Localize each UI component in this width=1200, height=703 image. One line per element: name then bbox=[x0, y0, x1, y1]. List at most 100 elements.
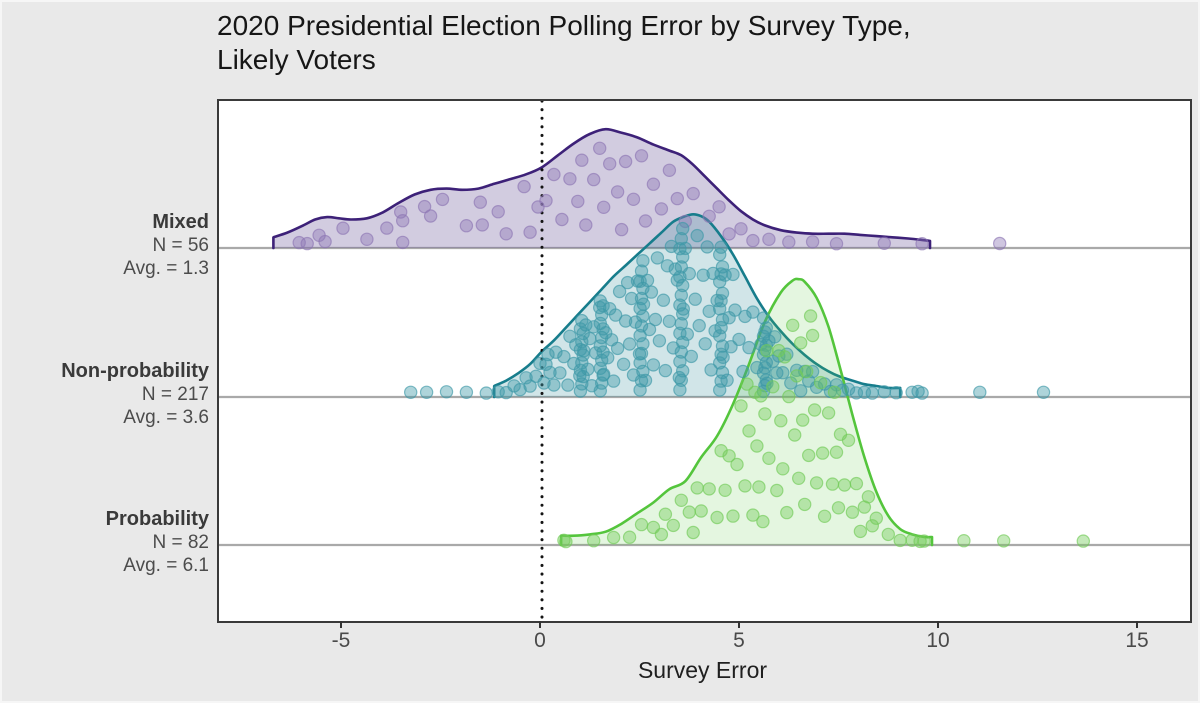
data-point bbox=[638, 214, 653, 228]
data-point bbox=[593, 141, 607, 156]
data-point bbox=[673, 354, 687, 369]
data-point bbox=[403, 385, 418, 399]
data-point bbox=[673, 326, 687, 340]
data-point bbox=[698, 337, 712, 351]
data-point bbox=[682, 505, 696, 519]
data-point bbox=[597, 200, 611, 215]
data-point bbox=[652, 334, 667, 348]
data-point bbox=[715, 339, 730, 353]
density-plot-svg bbox=[219, 101, 1190, 621]
data-point bbox=[618, 154, 633, 169]
data-point bbox=[766, 380, 780, 394]
data-point bbox=[726, 267, 740, 282]
data-point bbox=[459, 218, 474, 233]
data-point bbox=[710, 510, 724, 525]
data-point bbox=[633, 274, 647, 288]
data-point bbox=[650, 251, 665, 265]
data-point bbox=[642, 322, 657, 337]
data-point bbox=[676, 221, 690, 236]
data-point bbox=[877, 236, 892, 250]
data-point bbox=[831, 501, 846, 515]
data-point bbox=[754, 389, 768, 403]
data-point bbox=[519, 371, 533, 385]
data-point bbox=[636, 281, 650, 296]
data-point bbox=[997, 534, 1011, 548]
data-point bbox=[778, 350, 792, 364]
data-point bbox=[380, 221, 394, 235]
density-outline-non-probability bbox=[492, 213, 902, 399]
data-point bbox=[575, 313, 589, 328]
data-point bbox=[688, 292, 702, 306]
x-tick-mark bbox=[340, 621, 342, 628]
data-point bbox=[714, 347, 728, 361]
data-point bbox=[865, 386, 880, 400]
data-point bbox=[612, 284, 627, 299]
data-point bbox=[360, 232, 374, 246]
data-point bbox=[634, 319, 649, 333]
data-point bbox=[841, 382, 856, 396]
data-point bbox=[889, 386, 903, 400]
data-point bbox=[636, 253, 650, 268]
data-point bbox=[750, 439, 764, 453]
data-point bbox=[646, 177, 661, 191]
data-point bbox=[692, 318, 706, 333]
data-point bbox=[423, 209, 438, 223]
data-point bbox=[417, 199, 432, 214]
data-point bbox=[674, 345, 688, 359]
data-point bbox=[746, 305, 760, 319]
data-point bbox=[547, 167, 561, 182]
data-point bbox=[715, 312, 730, 327]
data-point bbox=[644, 285, 659, 299]
data-point bbox=[957, 534, 971, 548]
data-point bbox=[395, 235, 410, 250]
x-tick-label: -5 bbox=[331, 629, 351, 652]
data-point bbox=[714, 240, 728, 254]
data-point bbox=[678, 214, 692, 229]
density-outline-probability bbox=[559, 277, 934, 547]
data-point bbox=[798, 497, 812, 512]
data-point bbox=[760, 343, 774, 358]
density-outline-mixed bbox=[272, 127, 932, 250]
x-tick-label: 5 bbox=[733, 629, 745, 652]
data-point bbox=[439, 385, 454, 399]
data-point bbox=[796, 413, 810, 427]
data-point bbox=[756, 514, 770, 529]
data-point bbox=[738, 309, 752, 324]
data-point bbox=[571, 194, 585, 209]
group-n: N = 217 bbox=[141, 384, 209, 405]
x-tick-mark bbox=[539, 621, 541, 628]
data-point bbox=[636, 337, 650, 351]
data-point bbox=[579, 218, 593, 232]
data-point bbox=[829, 236, 844, 251]
data-point bbox=[634, 149, 649, 163]
data-point bbox=[658, 507, 673, 521]
data-point bbox=[587, 172, 601, 187]
data-point bbox=[539, 357, 553, 371]
data-point bbox=[782, 235, 796, 249]
data-point bbox=[738, 479, 752, 493]
data-point bbox=[561, 378, 575, 392]
x-tick-mark bbox=[1136, 621, 1138, 628]
data-point bbox=[849, 476, 864, 491]
data-point bbox=[722, 227, 736, 241]
data-point bbox=[865, 519, 880, 533]
data-point bbox=[815, 446, 830, 460]
data-point bbox=[543, 365, 557, 380]
data-point bbox=[728, 303, 742, 317]
data-point bbox=[673, 241, 687, 256]
data-point bbox=[622, 530, 637, 544]
data-point bbox=[608, 308, 623, 322]
data-point bbox=[557, 349, 571, 364]
data-point bbox=[756, 311, 771, 325]
data-point bbox=[626, 192, 641, 207]
data-point bbox=[633, 301, 647, 316]
data-point bbox=[636, 309, 650, 323]
data-point bbox=[664, 239, 679, 254]
data-point bbox=[559, 534, 573, 549]
data-point bbox=[1036, 385, 1051, 399]
data-point bbox=[853, 524, 868, 539]
group-avg: Avg. = 6.1 bbox=[123, 555, 209, 576]
data-point bbox=[837, 478, 852, 492]
data-point bbox=[633, 328, 647, 343]
data-point bbox=[686, 525, 700, 540]
